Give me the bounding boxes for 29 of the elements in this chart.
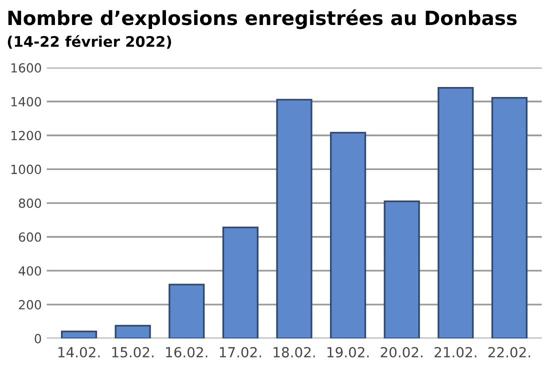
x-tick-label: 18.02. [274, 346, 315, 358]
x-tick-label: 21.02. [434, 346, 476, 358]
y-tick-label: 800 [18, 198, 42, 208]
y-tick-label: 1400 [11, 96, 42, 106]
y-tick-label: 200 [18, 300, 42, 310]
y-tick-label: 1600 [11, 63, 42, 73]
bar [438, 86, 474, 338]
bar [276, 98, 312, 338]
bar [168, 284, 205, 338]
bar [60, 330, 98, 338]
x-tick-label: 20.02. [380, 346, 422, 358]
y-tick-label: 1000 [11, 164, 42, 174]
y-tick-label: 0 [34, 334, 42, 344]
y-tick-label: 600 [18, 232, 42, 242]
x-tick-label: 15.02. [112, 346, 154, 358]
x-tick-label: 17.02. [220, 346, 262, 358]
bar [330, 132, 366, 338]
x-tick-label: 22.02. [488, 346, 530, 358]
bar [114, 324, 151, 338]
x-tick-label: 14.02. [58, 346, 100, 358]
chart-title: Nombre d’explosions enregistrées au Donbass [8, 9, 517, 30]
x-tick-label: 16.02. [166, 346, 208, 358]
bar [491, 96, 528, 338]
y-tick-label: 1200 [11, 130, 42, 140]
bar [222, 226, 258, 338]
x-tick-label: 19.02. [327, 346, 369, 358]
chart-subtitle: (14-22 février 2022) [8, 35, 172, 49]
y-tick-label: 400 [18, 266, 42, 276]
bar [384, 200, 420, 338]
